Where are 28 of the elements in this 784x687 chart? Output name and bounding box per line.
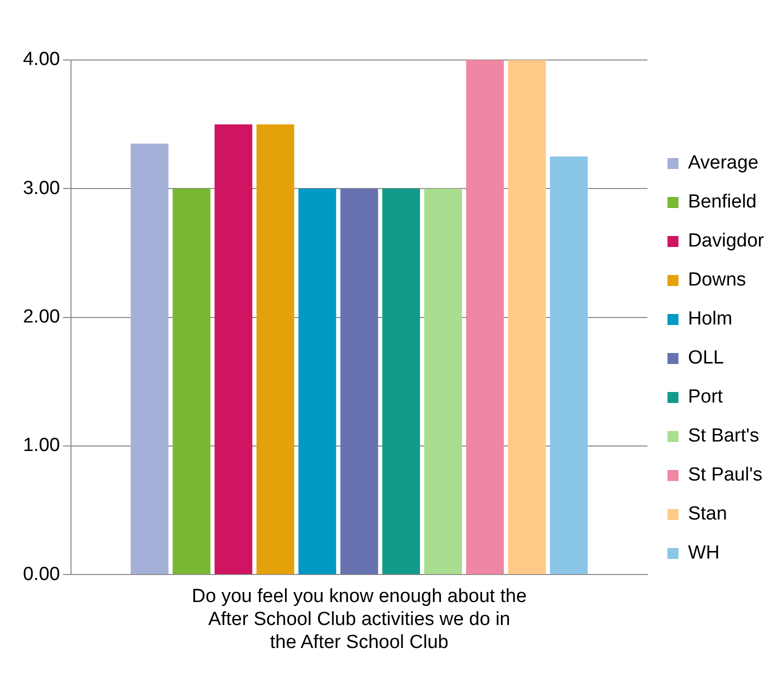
- y-tick-label: 1.00: [22, 435, 60, 456]
- bar: [550, 156, 588, 574]
- bar: [340, 188, 378, 574]
- bar: [172, 188, 210, 574]
- legend-label: Stan: [688, 504, 728, 525]
- bar: [424, 188, 462, 574]
- y-tick-label: 3.00: [22, 178, 60, 199]
- bar: [214, 124, 252, 574]
- legend-label: Port: [688, 386, 724, 408]
- x-tick-label: Do you feel you know enough about the After School Club activities we do in the After School Club: [192, 586, 527, 653]
- bar: [382, 188, 420, 574]
- legend-label: Downs: [688, 270, 746, 291]
- legend-label: Davigdor: [688, 230, 765, 252]
- legend-label: WH: [688, 542, 720, 564]
- legend-label: Average: [688, 152, 758, 174]
- bar: [508, 60, 546, 574]
- y-tick-label: 4.00: [22, 49, 60, 70]
- y-tick-label: 0.00: [22, 564, 60, 585]
- y-tick-label: 2.00: [22, 306, 60, 328]
- bar: [298, 188, 336, 574]
- legend-label: Holm: [688, 308, 732, 330]
- legend-label: OLL: [688, 348, 724, 369]
- bar: [256, 124, 294, 574]
- bar: [130, 144, 168, 574]
- bar: [466, 60, 504, 574]
- legend-label: St Paul's: [688, 464, 762, 486]
- legend-label: Benfield: [688, 192, 757, 213]
- legend-label: St Bart's: [688, 426, 760, 447]
